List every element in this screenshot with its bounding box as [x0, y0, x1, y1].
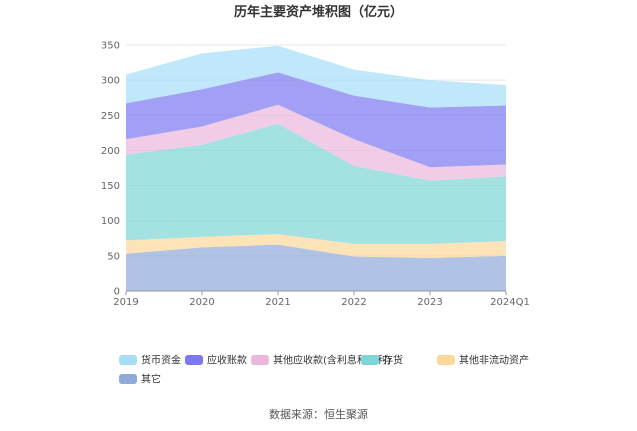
area-series-5 — [126, 45, 506, 108]
y-tick-label: 350 — [101, 41, 120, 52]
chart-title: 历年主要资产堆积图（亿元） — [234, 4, 403, 20]
legend-swatch — [119, 374, 137, 384]
data-source: 数据来源：恒生聚源 — [269, 407, 368, 421]
y-tick-label: 50 — [107, 251, 120, 262]
area-series-3 — [126, 104, 506, 181]
y-tick-label: 150 — [101, 181, 120, 192]
legend-item: 货币资金 — [119, 354, 181, 367]
y-tick-label: 200 — [101, 146, 120, 157]
y-tick-label: 250 — [101, 111, 120, 122]
legend-item: 其它 — [119, 373, 161, 386]
axes: 0 50 100 150 200 250 300 350 2019 2020 2021 2022 202… — [101, 41, 530, 309]
legend-item: 其他非流动资产 — [437, 354, 529, 367]
legend-swatch — [361, 355, 379, 365]
x-tick-label: 2019 — [113, 297, 138, 308]
area-series-1 — [126, 234, 506, 258]
y-tick-label: 300 — [101, 76, 120, 87]
area-series — [126, 45, 506, 291]
x-tick-label: 2021 — [265, 297, 290, 308]
legend-swatch — [437, 355, 455, 365]
x-tick-label: 2024Q1 — [490, 297, 530, 308]
area-series-0 — [126, 244, 506, 291]
x-tick-label: 2020 — [189, 297, 214, 308]
legend-item: 存货 — [361, 354, 403, 367]
legend-swatch — [251, 355, 269, 365]
legend-swatch — [119, 355, 137, 365]
legend-label: 其他非流动资产 — [459, 354, 529, 367]
area-series-2 — [126, 123, 506, 244]
legend-label: 应收账款 — [207, 354, 247, 367]
legend-label: 货币资金 — [141, 354, 181, 367]
y-tick-label: 100 — [101, 216, 120, 227]
legend-label: 存货 — [383, 354, 403, 367]
x-tick-label: 2023 — [417, 297, 442, 308]
area-series-4 — [126, 72, 506, 168]
legend-label: 其它 — [141, 373, 161, 386]
y-tick-label: 0 — [114, 287, 120, 298]
x-tick-label: 2022 — [341, 297, 366, 308]
legend-swatch — [185, 355, 203, 365]
legend-item: 应收账款 — [185, 354, 247, 367]
